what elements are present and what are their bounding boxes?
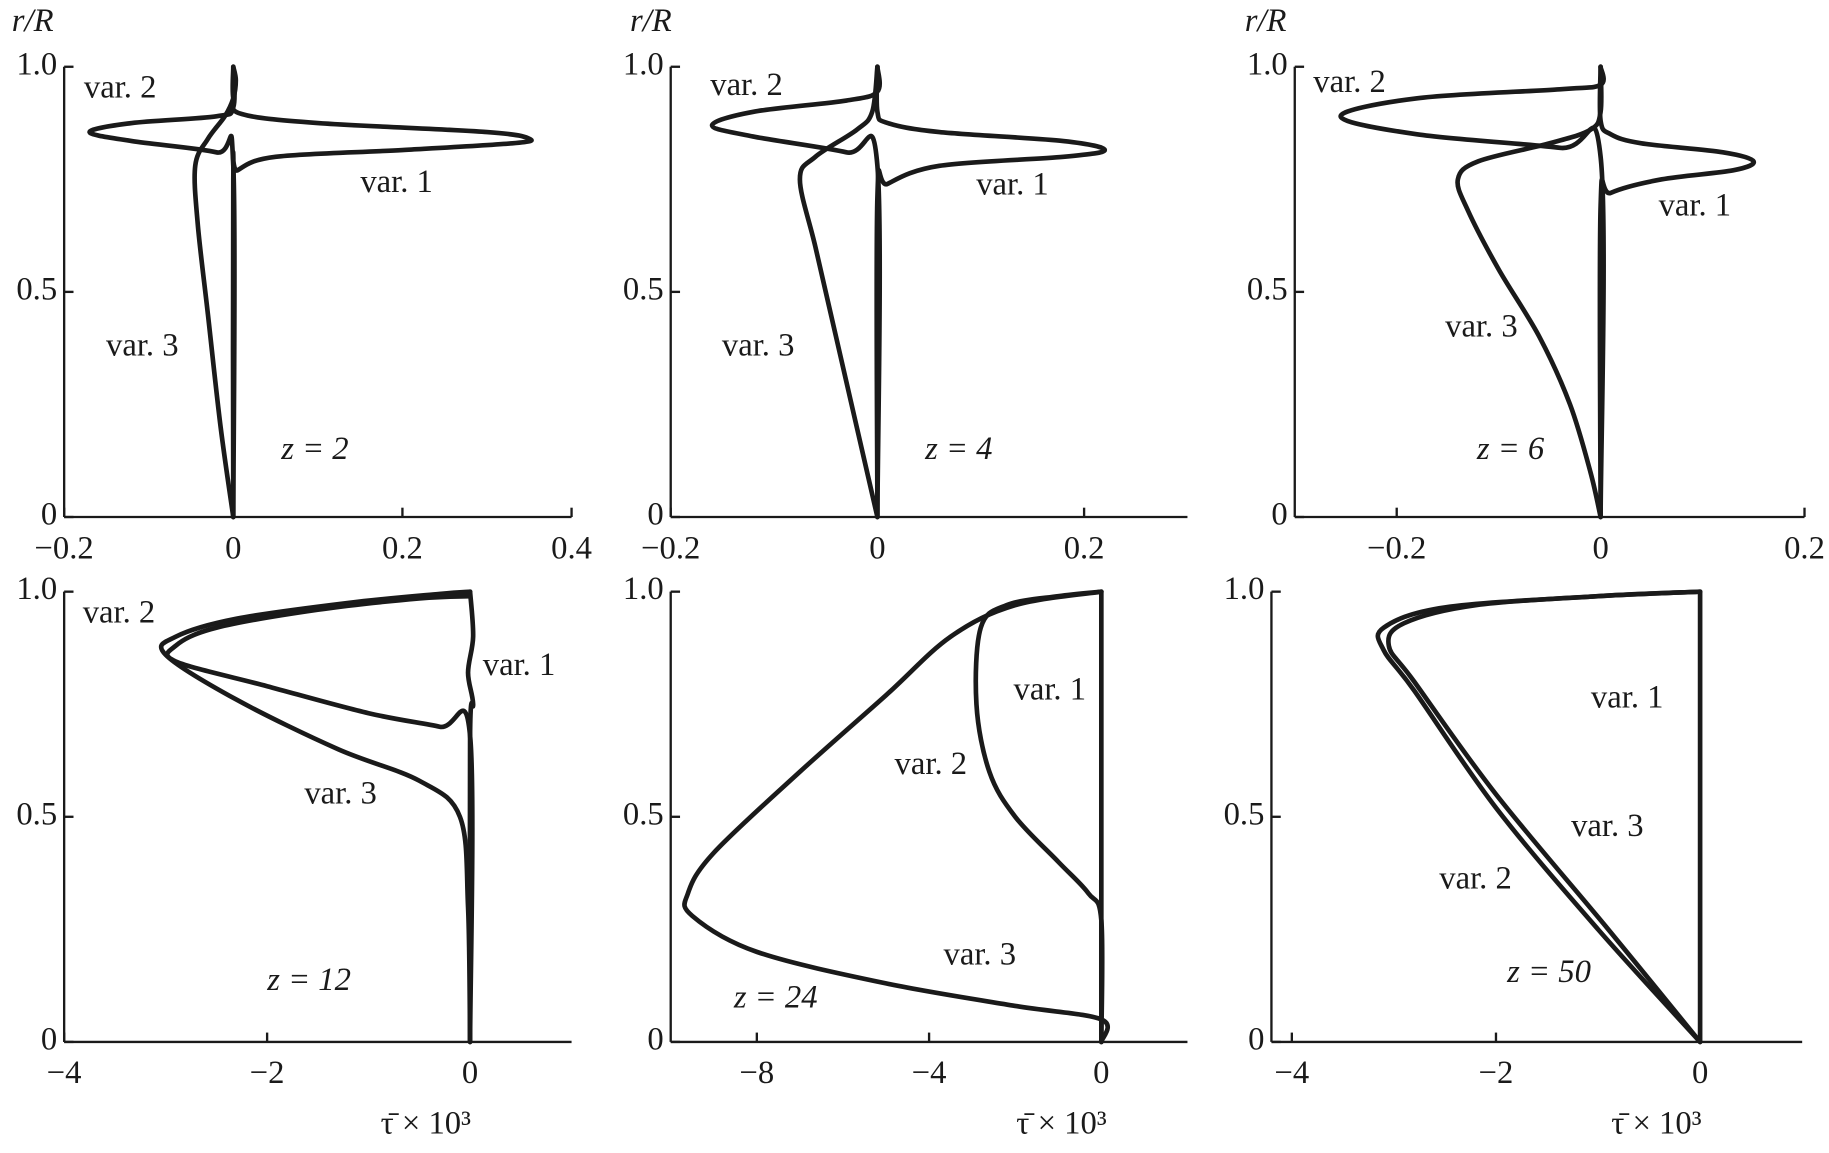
annotation: z = 2 (280, 431, 348, 467)
y-tick-label: 0 (1248, 1021, 1264, 1057)
y-tick-label: 0.5 (16, 271, 57, 307)
y-tick-label: 1.0 (623, 46, 664, 82)
series-label: var. 2 (710, 67, 783, 103)
x-axis-label: τ̄ × 10³ (381, 1105, 472, 1141)
x-tick-label: −8 (739, 1055, 774, 1091)
y-axis-label: r/R (12, 3, 54, 39)
curve (1386, 589, 1703, 1045)
series-label: var. 3 (722, 327, 795, 363)
y-tick-label: 0 (647, 1021, 663, 1057)
series-label: var. 3 (944, 936, 1017, 972)
series-label: var. 1 (483, 647, 556, 683)
x-tick-label: −0.2 (1367, 530, 1426, 566)
curve (682, 589, 1110, 1045)
annotation: z = 24 (733, 979, 818, 1015)
y-axis-label: r/R (630, 3, 672, 39)
x-tick-label: 0 (225, 530, 241, 566)
y-tick-label: 0 (41, 497, 57, 533)
curve (1338, 64, 1606, 520)
panel: 0 0.5 1.0 −0.2 0 0.2 r/R z = 6 var. 1 var. 2 var. … (1245, 3, 1825, 566)
series-label: var. 3 (304, 775, 377, 811)
curve (709, 64, 883, 520)
series-label: var. 2 (1313, 64, 1386, 100)
x-tick-label: −0.2 (641, 530, 700, 566)
y-tick-label: 0.5 (1224, 796, 1265, 832)
annotation: z = 4 (924, 431, 992, 467)
series-label: var. 2 (84, 70, 157, 106)
series-label: var. 1 (1659, 187, 1732, 223)
y-tick-label: 1.0 (1224, 571, 1265, 607)
annotation: z = 12 (266, 962, 351, 998)
curve (230, 64, 534, 520)
series-label: var. 1 (1591, 680, 1664, 716)
series-label: var. 1 (1014, 671, 1087, 707)
x-axis-label: τ̄ × 10³ (1016, 1105, 1107, 1141)
y-tick-label: 0 (647, 497, 663, 533)
y-tick-label: 0.5 (623, 271, 664, 307)
x-tick-label: −2 (250, 1055, 285, 1091)
y-tick-label: 0.5 (1247, 271, 1288, 307)
x-tick-label: 0 (1093, 1055, 1109, 1091)
series-label: var. 3 (106, 327, 179, 363)
y-axis-label: r/R (1245, 3, 1287, 39)
x-tick-label: −2 (1479, 1055, 1514, 1091)
curve (797, 64, 880, 520)
annotation: z = 6 (1476, 431, 1545, 467)
x-tick-label: −4 (1274, 1055, 1309, 1091)
curve (158, 589, 473, 1045)
y-tick-label: 1.0 (623, 571, 664, 607)
x-tick-label: 0 (462, 1055, 478, 1091)
x-tick-label: 0.2 (1064, 530, 1105, 566)
annotation: z = 50 (1506, 954, 1591, 990)
y-tick-label: 0.5 (16, 796, 57, 832)
curve (164, 593, 475, 1045)
x-tick-label: 0 (869, 530, 885, 566)
series-label: var. 1 (360, 164, 433, 200)
y-tick-label: 0 (1271, 497, 1287, 533)
curve (973, 589, 1105, 1045)
x-tick-label: −4 (47, 1055, 82, 1091)
series-label: var. 3 (1445, 309, 1518, 345)
series-label: var. 2 (83, 594, 156, 630)
y-tick-label: 1.0 (16, 46, 57, 82)
panel: 0 0.5 1.0 −4 −2 0 τ̄ × 10³ z = 12 var. 1 var. 2 va… (16, 571, 572, 1141)
curve (1455, 64, 1604, 520)
x-tick-label: 0.2 (382, 530, 423, 566)
x-tick-label: 0.4 (551, 530, 592, 566)
x-tick-label: −4 (912, 1055, 947, 1091)
panel: 0 0.5 1.0 −4 −2 0 τ̄ × 10³ z = 50 var. 1 var. 2 va… (1224, 571, 1803, 1141)
panel: 0 0.5 1.0 −8 −4 0 τ̄ × 10³ z = 24 var. 1 var. 2 va… (623, 571, 1188, 1141)
curve (1597, 64, 1757, 520)
series-label: var. 2 (895, 746, 968, 782)
series-label: var. 3 (1571, 808, 1644, 844)
series-label: var. 1 (976, 166, 1049, 202)
x-tick-label: 0 (1592, 530, 1608, 566)
series-label: var. 2 (1439, 860, 1512, 896)
x-axis-label: τ̄ × 10³ (1611, 1105, 1702, 1141)
x-tick-label: −0.2 (35, 530, 94, 566)
y-tick-label: 0.5 (623, 796, 664, 832)
y-tick-label: 1.0 (1247, 46, 1288, 82)
x-tick-label: 0 (1692, 1055, 1708, 1091)
y-tick-label: 1.0 (16, 571, 57, 607)
y-tick-label: 0 (41, 1021, 57, 1057)
curve (192, 64, 239, 520)
x-tick-label: 0.2 (1784, 530, 1825, 566)
